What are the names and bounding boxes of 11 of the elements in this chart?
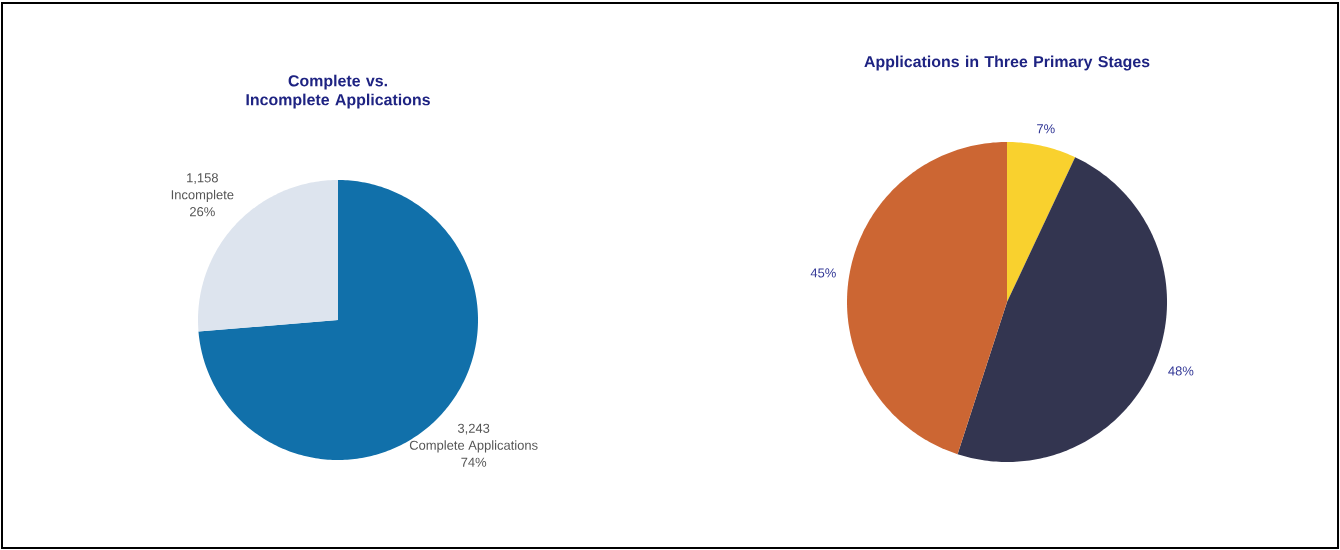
data-label: 3,243	[457, 423, 490, 435]
text: 26%	[190, 207, 215, 217]
slice-label: Complete Applications	[409, 440, 538, 453]
data-label: 48%	[1168, 366, 1194, 376]
data-label: 1,158	[187, 173, 218, 184]
chart-title: Applications in Three Primary Stages	[864, 55, 1150, 71]
data-label: 7%	[1037, 124, 1055, 134]
slice-label: Incomplete	[171, 189, 234, 202]
chart-title: Complete vs. Incomplete Applications	[246, 74, 430, 109]
data-label: 45%	[810, 268, 836, 278]
text: 74%	[461, 457, 487, 467]
